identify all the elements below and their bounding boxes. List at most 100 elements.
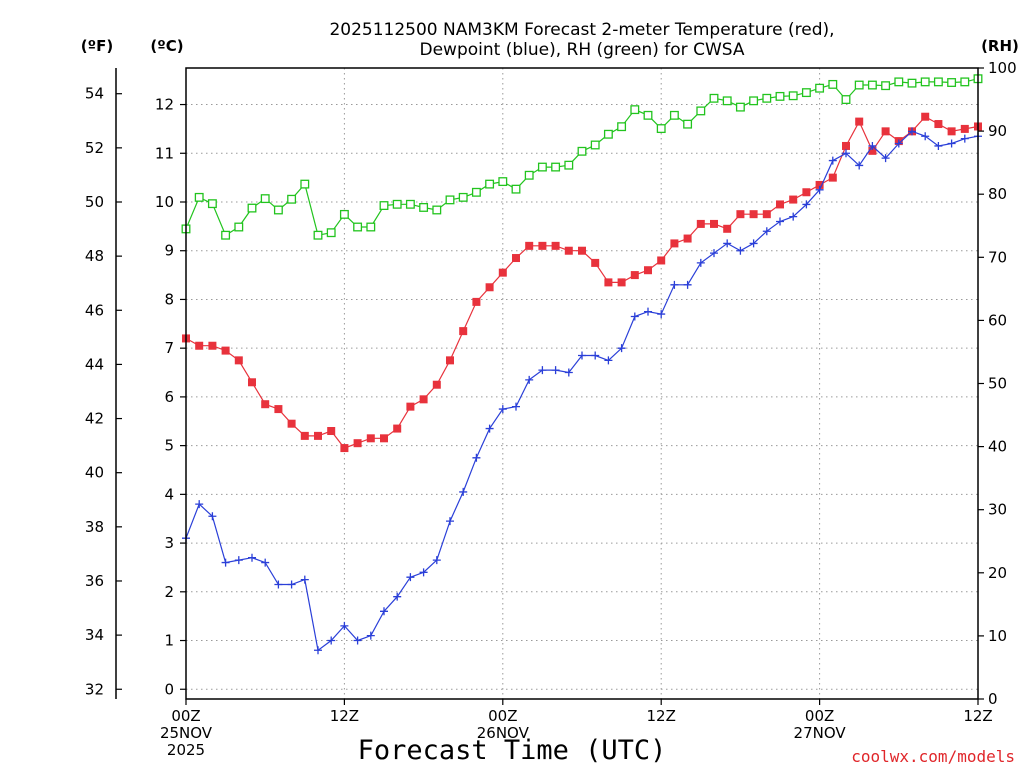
rh-point bbox=[630, 105, 640, 115]
temperature-point bbox=[802, 188, 811, 197]
dewpoint-point bbox=[221, 558, 230, 567]
dewpoint-point bbox=[696, 258, 705, 267]
temperature-point bbox=[472, 297, 481, 306]
dewpoint-point bbox=[828, 156, 837, 165]
temperature-point bbox=[261, 400, 270, 409]
celsius-tick-label: 7 bbox=[164, 339, 174, 357]
x-tick-label: 2025 bbox=[167, 741, 205, 759]
temperature-point bbox=[828, 173, 837, 182]
rh-point bbox=[709, 93, 719, 103]
temperature-point bbox=[406, 402, 415, 411]
rh-point bbox=[947, 78, 957, 87]
temperature-point bbox=[815, 180, 824, 189]
celsius-tick-label: 4 bbox=[164, 485, 174, 503]
dewpoint-point bbox=[921, 132, 930, 141]
rh-point bbox=[260, 194, 270, 204]
fahrenheit-tick-label: 54 bbox=[85, 85, 104, 103]
dewpoint-point bbox=[512, 402, 520, 411]
dewpoint-point bbox=[617, 344, 626, 353]
fahrenheit-tick-label: 46 bbox=[85, 301, 104, 319]
rh-tick-label: 70 bbox=[988, 248, 1007, 266]
x-tick-label: 12Z bbox=[963, 707, 992, 725]
rh-point bbox=[458, 192, 468, 202]
temperature-point bbox=[380, 434, 388, 443]
temperature-point bbox=[630, 271, 639, 280]
dewpoint-point bbox=[195, 500, 204, 509]
temperature-point bbox=[195, 341, 204, 350]
fahrenheit-tick-label: 50 bbox=[85, 193, 104, 211]
rh-point bbox=[471, 187, 481, 197]
fahrenheit-tick-label: 40 bbox=[85, 464, 104, 482]
dewpoint-point bbox=[327, 636, 336, 645]
temperature-point bbox=[670, 239, 679, 248]
dewpoint-point bbox=[498, 405, 507, 414]
dewpoint-point bbox=[855, 161, 864, 170]
celsius-tick-label: 11 bbox=[155, 144, 174, 162]
temperature-point bbox=[485, 283, 494, 292]
temperature-point bbox=[578, 246, 586, 255]
data-series bbox=[181, 74, 983, 655]
temperature-point bbox=[498, 268, 507, 277]
x-tick-label: 25NOV bbox=[160, 724, 213, 742]
temperature-point bbox=[934, 120, 943, 129]
rh-tick-label: 80 bbox=[988, 185, 1007, 203]
temperature-point bbox=[393, 424, 402, 433]
temperature-point bbox=[644, 266, 652, 275]
rh-point bbox=[841, 95, 851, 104]
dewpoint-point bbox=[591, 351, 600, 360]
chart-subtitle: Dewpoint (blue), RH (green) for CWSA bbox=[420, 40, 745, 60]
temperature-point bbox=[327, 427, 336, 436]
temperature-point bbox=[683, 234, 692, 243]
rh-point bbox=[234, 222, 244, 232]
rh-point bbox=[392, 199, 402, 209]
dewpoint-point bbox=[947, 139, 956, 148]
dewpoint-point bbox=[776, 217, 784, 226]
celsius-tick-label: 3 bbox=[164, 534, 174, 552]
x-tick-label: 00Z bbox=[171, 707, 200, 725]
dewpoint-point bbox=[472, 453, 481, 462]
dewpoint-point bbox=[538, 366, 547, 375]
celsius-unit-label: (ºC) bbox=[150, 37, 183, 55]
rh-tick-label: 50 bbox=[988, 375, 1007, 393]
fahrenheit-tick-label: 32 bbox=[85, 680, 104, 698]
rh-tick-label: 30 bbox=[988, 501, 1007, 519]
temperature-point bbox=[512, 254, 520, 263]
temperature-point bbox=[617, 278, 626, 287]
temperature-point bbox=[591, 258, 600, 267]
rh-point bbox=[801, 88, 811, 98]
rh-point bbox=[669, 110, 679, 120]
temperature-point bbox=[340, 444, 349, 453]
celsius-tick-label: 6 bbox=[164, 388, 174, 406]
fahrenheit-tick-label: 36 bbox=[85, 572, 104, 590]
celsius-tick-label: 2 bbox=[164, 583, 174, 601]
rh-point bbox=[339, 209, 349, 219]
rh-point bbox=[828, 79, 838, 89]
temperature-point bbox=[921, 112, 930, 121]
rh-point bbox=[537, 162, 547, 172]
gridlines bbox=[186, 68, 978, 699]
rh-point bbox=[617, 122, 627, 132]
dewpoint-point bbox=[894, 139, 903, 148]
plot-frame bbox=[185, 67, 979, 700]
dewpoint-point bbox=[366, 631, 375, 640]
temperature-point bbox=[868, 146, 877, 155]
rh-tick-label: 20 bbox=[988, 564, 1007, 582]
dewpoint-point bbox=[881, 154, 890, 163]
temperature-point bbox=[749, 210, 758, 219]
fahrenheit-tick-label: 38 bbox=[85, 518, 104, 536]
tick-labels: 3234363840424446485052540123456789101112… bbox=[85, 59, 1017, 759]
dewpoint-point bbox=[525, 375, 534, 384]
dewpoint-point bbox=[564, 368, 573, 377]
rh-point bbox=[788, 91, 798, 101]
rh-point bbox=[749, 96, 759, 106]
rh-point bbox=[273, 205, 283, 215]
dewpoint-point bbox=[380, 607, 388, 616]
rh-tick-label: 0 bbox=[988, 690, 998, 708]
rh-unit-label: (RH) bbox=[981, 37, 1019, 55]
rh-point bbox=[735, 102, 745, 112]
temperature-point bbox=[274, 405, 283, 414]
rh-tick-label: 100 bbox=[988, 59, 1017, 77]
rh-point bbox=[643, 110, 653, 120]
celsius-tick-label: 5 bbox=[164, 437, 174, 455]
dewpoint-point bbox=[710, 249, 718, 258]
